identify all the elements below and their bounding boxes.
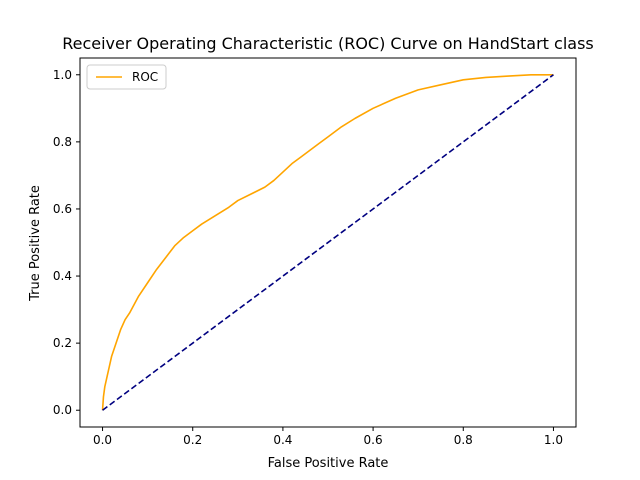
y-tick-label: 0.2 [53,336,72,350]
diagonal-reference-line [102,74,554,411]
x-axis-label: False Positive Rate [268,456,389,471]
x-tick-label: 1.0 [544,433,563,447]
chart-title: Receiver Operating Characteristic (ROC) … [62,34,594,53]
y-tick-label: 1.0 [53,68,72,82]
y-axis-label: True Positive Rate [28,185,43,302]
y-tick-label: 0.0 [53,403,72,417]
x-tick-label: 0.8 [454,433,473,447]
roc-curve-line [101,73,554,411]
y-tick-label: 0.4 [53,269,72,283]
y-axis-ticks: 0.0 0.2 0.4 0.6 0.8 1.0 [53,68,80,417]
y-tick-label: 0.6 [53,202,72,216]
plot-area [79,57,577,428]
x-tick-label: 0.0 [93,433,112,447]
x-tick-label: 0.2 [183,433,202,447]
x-axis-ticks: 0.0 0.2 0.4 0.6 0.8 1.0 [93,427,563,447]
plot-frame [79,57,577,428]
x-tick-label: 0.4 [273,433,292,447]
legend-entry-label: ROC [132,70,158,84]
y-tick-label: 0.8 [53,135,72,149]
legend: ROC [86,64,167,90]
x-tick-label: 0.6 [364,433,383,447]
legend-box [86,64,167,90]
